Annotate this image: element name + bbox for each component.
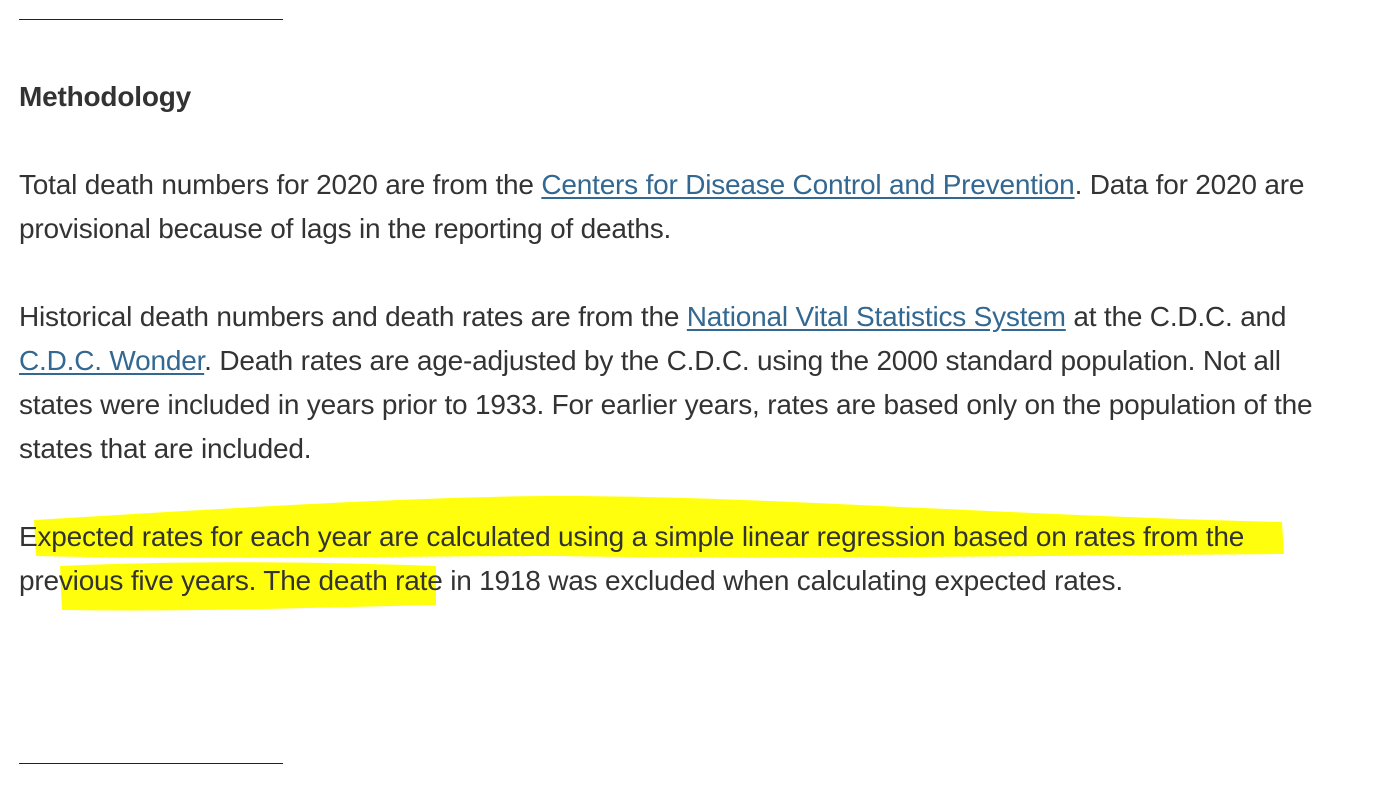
text-segment: Historical death numbers and death rates… — [19, 301, 687, 332]
text-segment: Total death numbers for 2020 are from th… — [19, 169, 542, 200]
bottom-divider — [19, 763, 283, 764]
paragraph-sources-2020: Total death numbers for 2020 are from th… — [19, 163, 1349, 251]
text-segment: . Death rates are age-adjusted by the C.… — [19, 345, 1313, 464]
cdc-link[interactable]: Centers for Disease Control and Preventi… — [541, 169, 1075, 200]
text-segment: at the C.D.C. and — [1065, 301, 1287, 332]
paragraph-expected-rates: Expected rates for each year are calcula… — [19, 521, 1245, 596]
text-segment: . Data for 2020 are provisional because … — [19, 169, 1305, 244]
methodology-heading: Methodology — [19, 81, 191, 112]
nvss-link[interactable]: National Vital Statistics System — [686, 301, 1066, 332]
top-divider — [19, 19, 283, 20]
cdc-wonder-link[interactable]: C.D.C. Wonder — [19, 345, 205, 376]
paragraph-historical-sources: Historical death numbers and death rates… — [19, 295, 1349, 471]
